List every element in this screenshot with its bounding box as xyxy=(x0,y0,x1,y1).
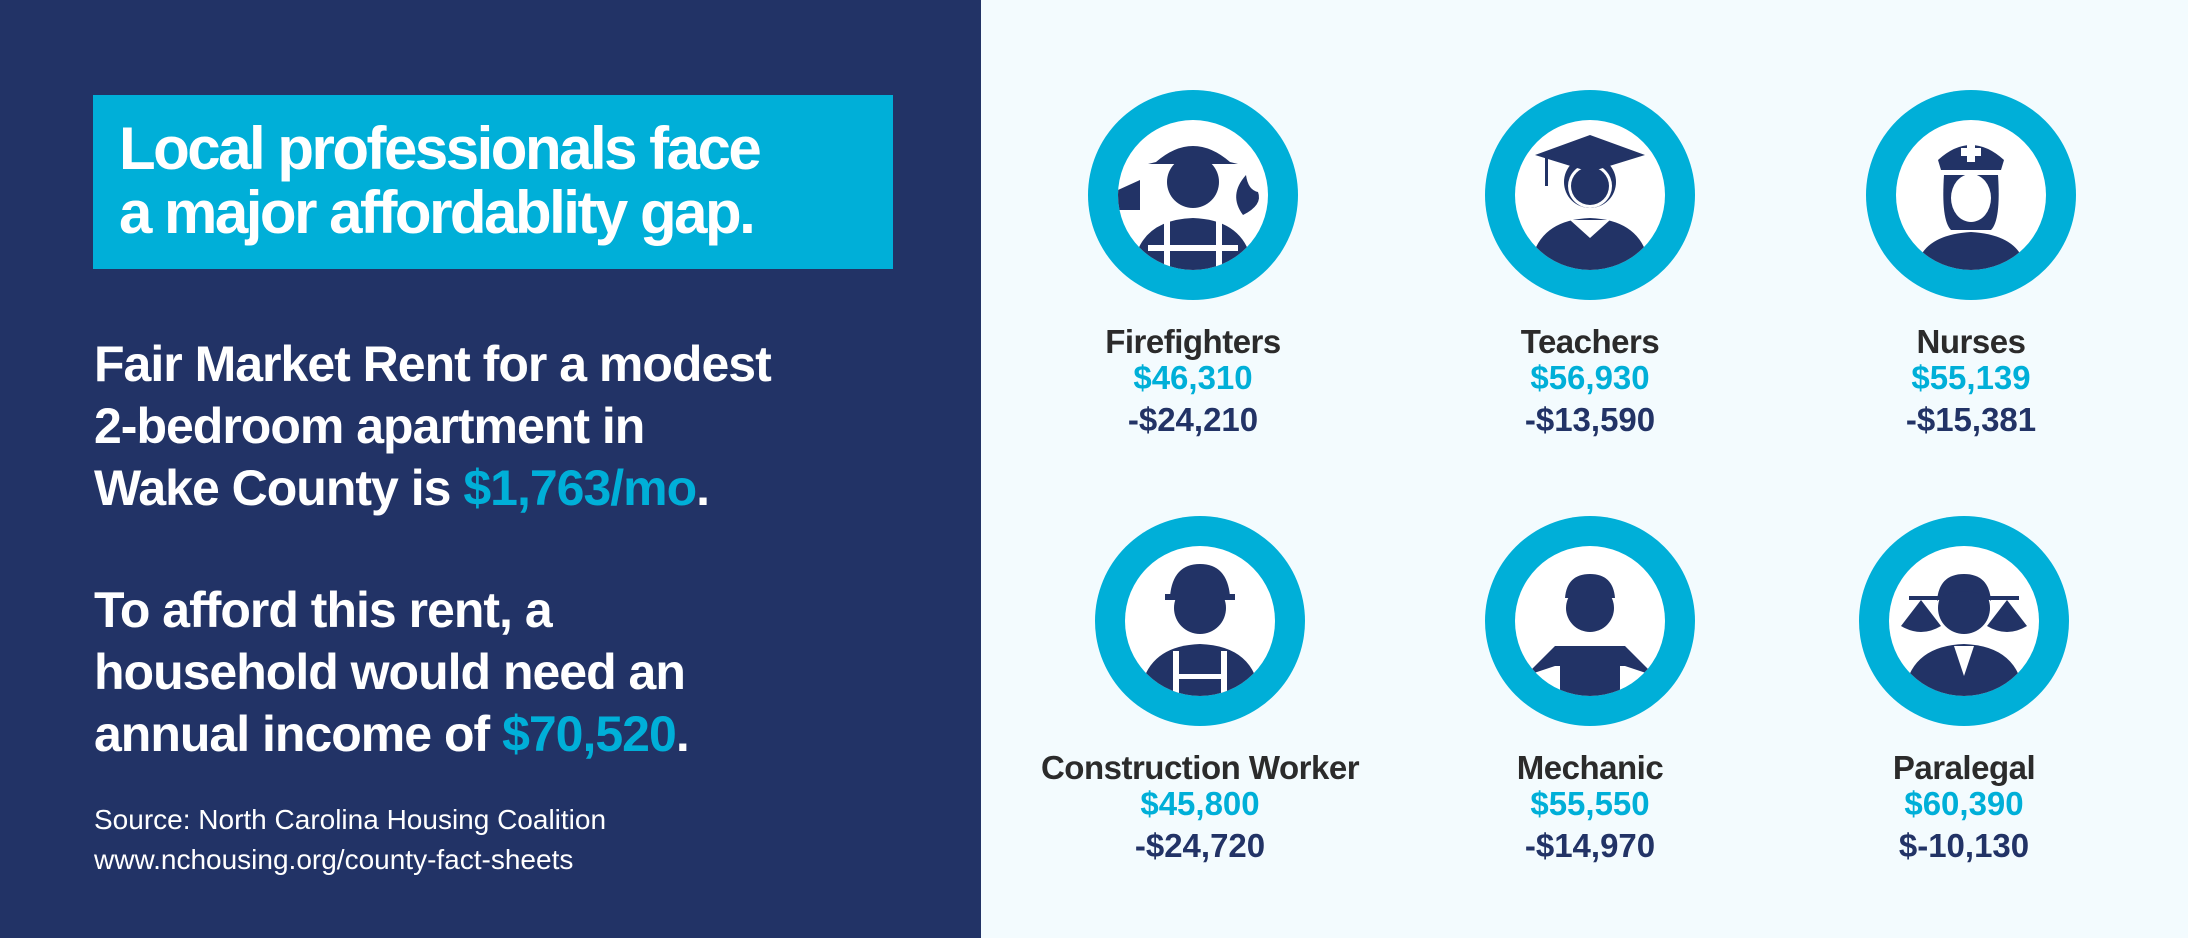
rent-suffix: . xyxy=(696,460,710,516)
profession-salary: $45,800 xyxy=(1140,785,1260,822)
profession-salary: $46,310 xyxy=(1133,359,1253,396)
profession-salary: $55,139 xyxy=(1911,359,2031,396)
income-paragraph: To afford this rent, a household would n… xyxy=(94,579,954,765)
income-suffix: . xyxy=(675,706,690,762)
profession-card-firefighters: Firefighters $46,310 -$24,210 xyxy=(1013,90,1373,440)
income-line: annual income of $70,520. xyxy=(94,703,954,765)
teacher-icon xyxy=(1530,135,1650,270)
mechanic-icon xyxy=(1525,574,1655,696)
rent-amount: $1,763/mo xyxy=(463,460,697,516)
icon-ring xyxy=(1859,516,2069,726)
profession-card-teachers: Teachers $56,930 -$13,590 xyxy=(1410,90,1770,440)
profession-card-mechanic: Mechanic $55,550 -$14,970 xyxy=(1410,516,1770,866)
profession-card-construction-worker: Construction Worker $45,800 -$24,720 xyxy=(1020,516,1380,866)
income-amount: $70,520 xyxy=(502,706,677,762)
profession-card-nurses: Nurses $55,139 -$15,381 xyxy=(1791,90,2151,440)
icon-ring xyxy=(1095,516,1305,726)
icon-ring xyxy=(1866,90,2076,300)
left-panel: Local professionals face a major afforda… xyxy=(0,0,981,938)
income-line: To afford this rent, a xyxy=(94,582,553,638)
source-url: www.nchousing.org/county-fact-sheets xyxy=(94,844,574,875)
income-text: annual income of xyxy=(94,706,503,762)
income-line: household would need an xyxy=(94,644,686,700)
profession-gap: -$24,720 xyxy=(1134,827,1266,864)
profession-name: Teachers xyxy=(1520,323,1660,360)
profession-gap: -$14,970 xyxy=(1524,827,1656,864)
rent-text: Wake County is xyxy=(94,460,464,516)
profession-name: Paralegal xyxy=(1892,749,2036,786)
rent-line: Wake County is $1,763/mo. xyxy=(94,457,954,519)
nurse-icon xyxy=(1916,142,2026,270)
profession-name: Firefighters xyxy=(1105,323,1281,360)
profession-salary: $56,930 xyxy=(1530,359,1650,396)
profession-gap: -$13,590 xyxy=(1524,401,1656,438)
headline-line: Local professionals face xyxy=(119,115,762,182)
profession-gap: -$24,210 xyxy=(1127,401,1259,438)
profession-salary: $60,390 xyxy=(1904,785,2024,822)
firefighter-icon xyxy=(1118,146,1259,270)
profession-gap: $-10,130 xyxy=(1898,827,2030,864)
rent-line: 2-bedroom apartment in xyxy=(94,398,645,454)
profession-salary: $55,550 xyxy=(1530,785,1650,822)
headline-line: a major affordablity gap. xyxy=(119,179,756,246)
icon-ring xyxy=(1485,90,1695,300)
profession-card-paralegal: Paralegal $60,390 $-10,130 xyxy=(1784,516,2144,866)
source-label: Source: North Carolina Housing Coalition xyxy=(94,804,607,835)
profession-name: Construction Worker xyxy=(1040,749,1360,786)
source-citation: Source: North Carolina Housing Coalition… xyxy=(94,800,606,880)
icon-ring xyxy=(1485,516,1695,726)
construction-worker-icon xyxy=(1140,564,1260,696)
icon-ring xyxy=(1088,90,1298,300)
rent-paragraph: Fair Market Rent for a modest 2-bedroom … xyxy=(94,333,954,519)
profession-gap: -$15,381 xyxy=(1905,401,2037,438)
headline-box: Local professionals face a major afforda… xyxy=(93,95,893,269)
paralegal-icon xyxy=(1901,574,2027,696)
profession-name: Nurses xyxy=(1916,323,2026,360)
rent-line: Fair Market Rent for a modest xyxy=(94,336,772,392)
profession-name: Mechanic xyxy=(1516,749,1664,786)
